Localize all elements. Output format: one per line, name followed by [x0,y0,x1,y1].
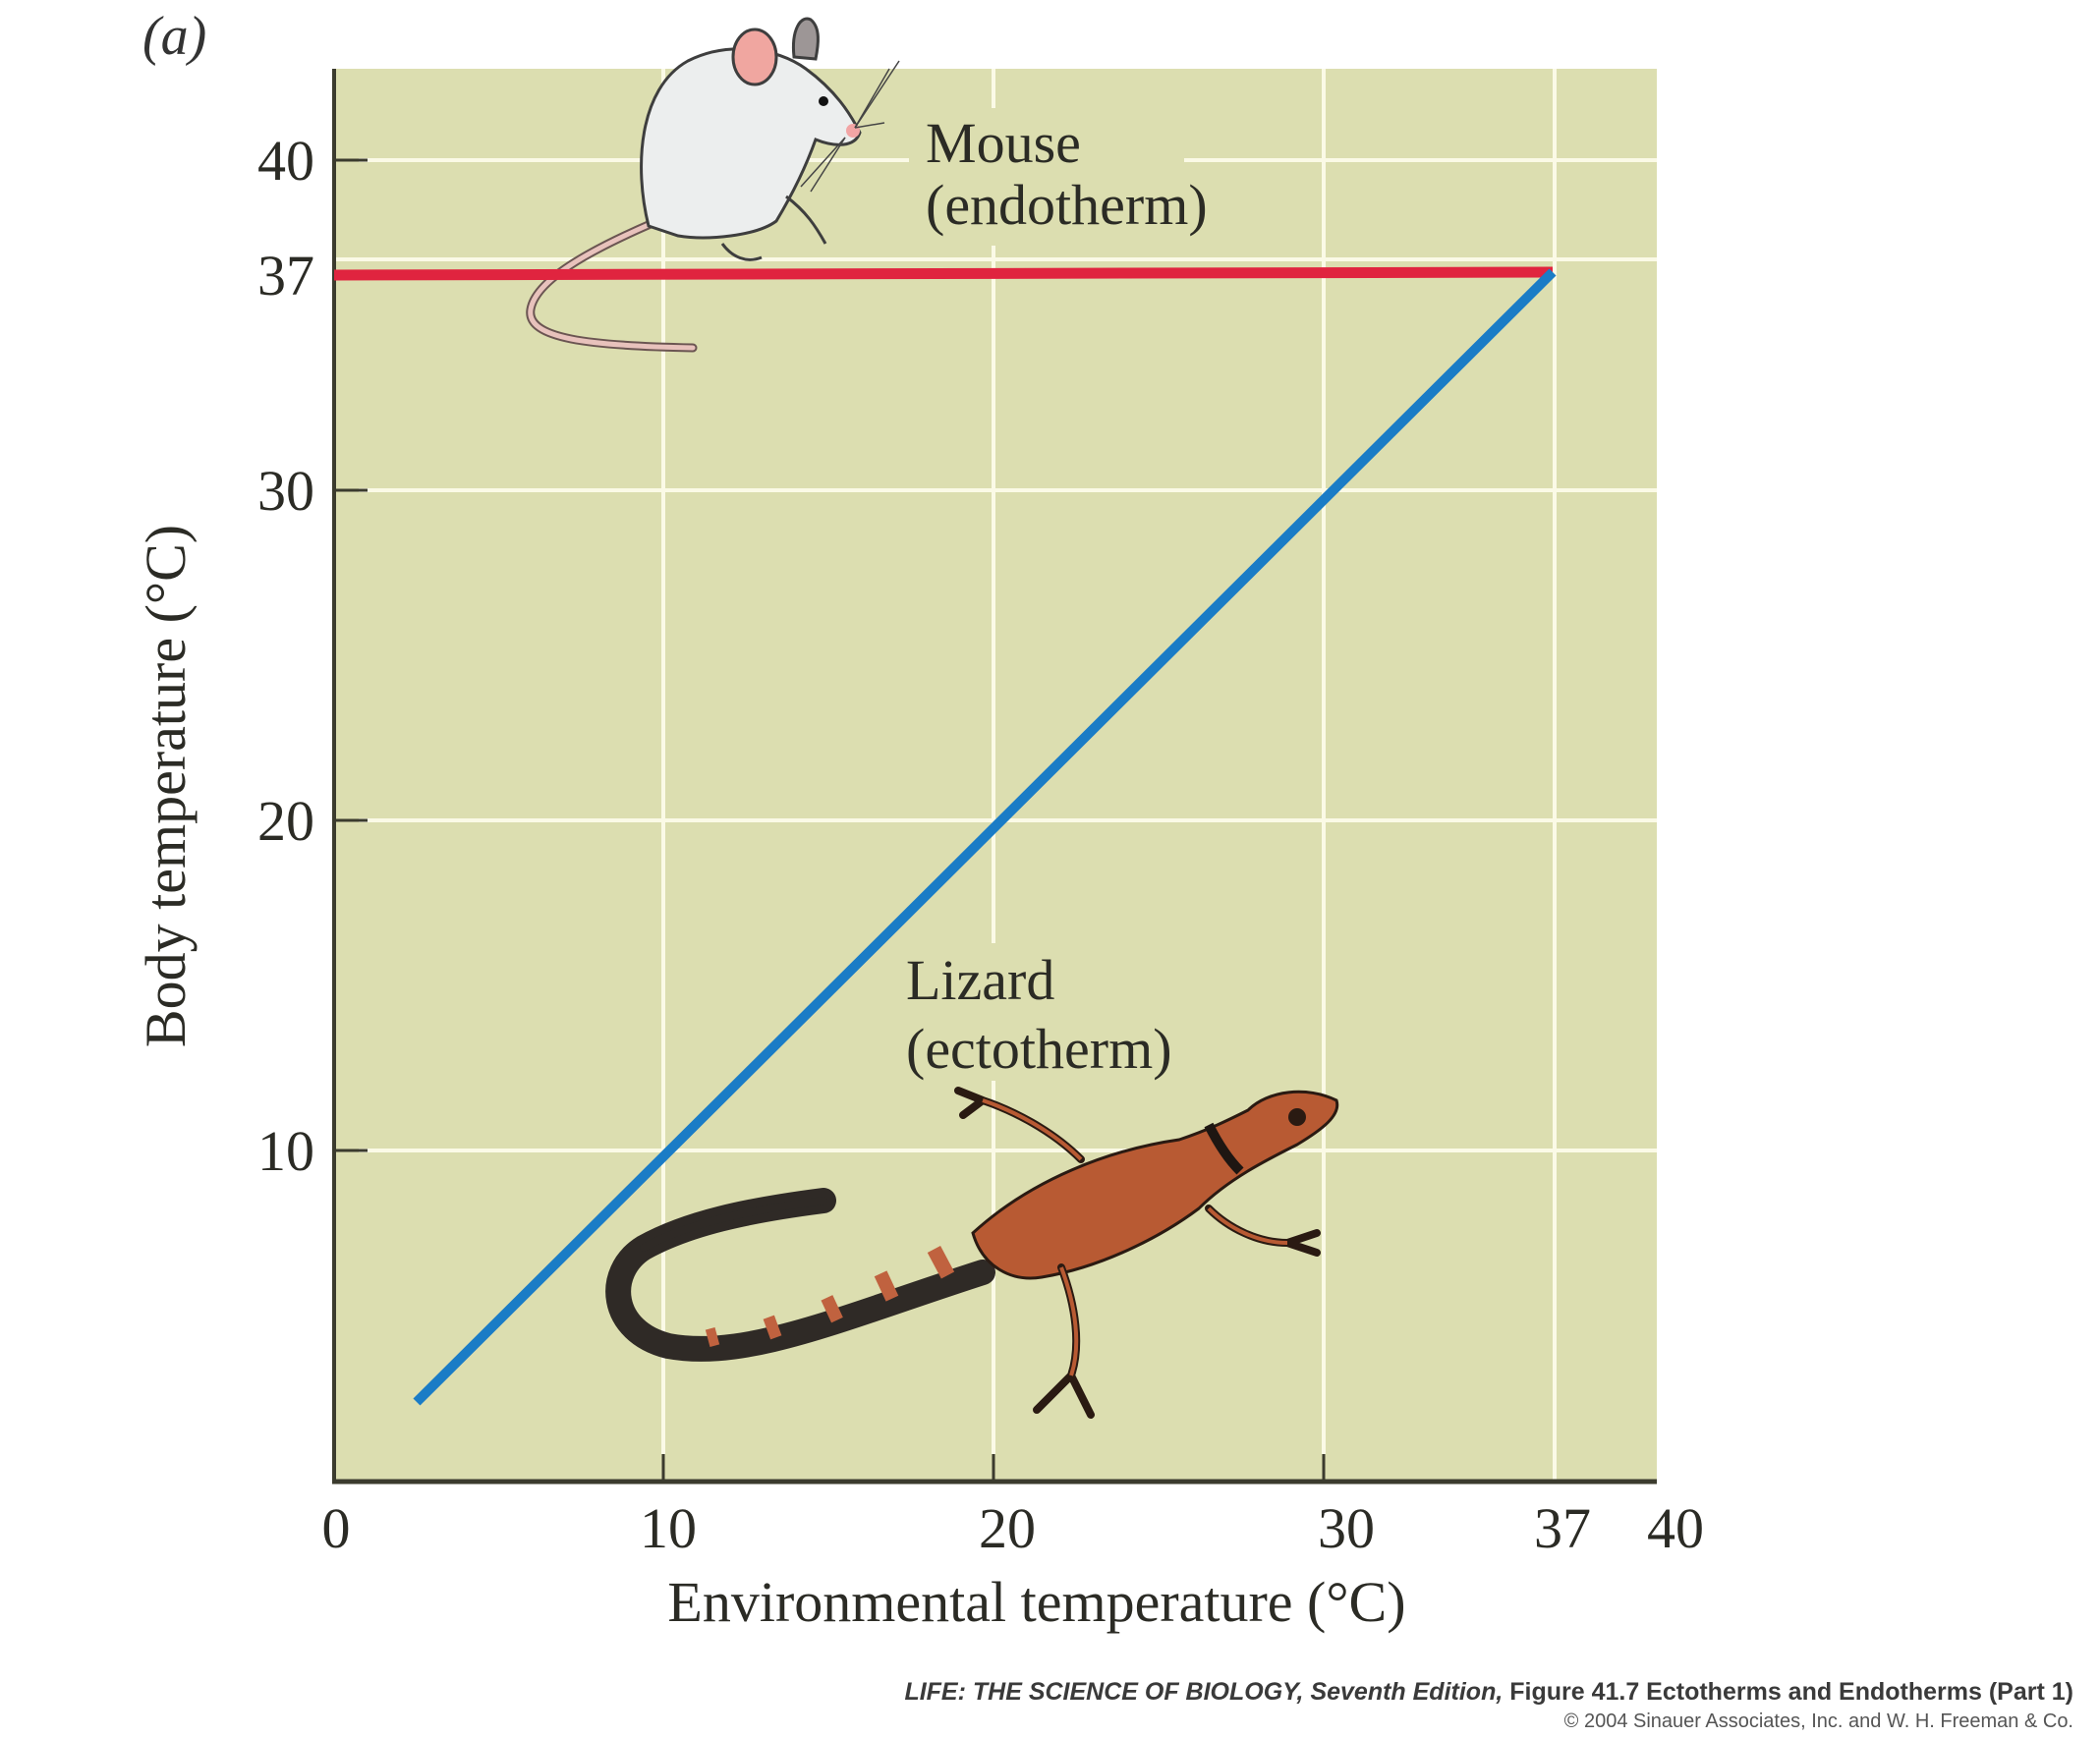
panel-label: (a) [142,6,206,67]
y-axis-title: Body temperature (°C) [134,525,198,1047]
y-tick-37: 37 [257,244,314,308]
mouse-illustration [526,17,900,353]
x-tick-40: 40 [1647,1496,1704,1560]
mouse-label-line1: Mouse [926,111,1081,175]
y-tick-30: 30 [257,459,314,523]
book-title: LIFE: THE SCIENCE OF BIOLOGY, Seventh Ed… [904,1678,1504,1706]
lizard-label-line2: (ectotherm) [906,1017,1172,1081]
gridlines [333,69,1657,1481]
x-axis-title: Environmental temperature (°C) [667,1570,1405,1634]
y-tick-10: 10 [257,1119,314,1183]
x-tick-0: 0 [322,1496,351,1560]
figure-title: Figure 41.7 Ectotherms and Endotherms (P… [1503,1678,2073,1706]
x-tick-30: 30 [1318,1496,1375,1560]
lizard-label-line1: Lizard [906,948,1054,1012]
lizard-series-line [413,268,1557,1406]
mouse-label-line2: (endotherm) [926,173,1208,237]
y-tick-40: 40 [257,129,314,193]
figure-source-caption: LIFE: THE SCIENCE OF BIOLOGY, Seventh Ed… [904,1678,2073,1707]
y-tick-20: 20 [257,789,314,853]
mouse-series-line [333,266,1554,281]
x-tick-37: 37 [1534,1496,1591,1560]
copyright-notice: © 2004 Sinauer Associates, Inc. and W. H… [1563,1710,2073,1732]
lizard-illustration [605,1087,1339,1419]
axes [332,69,1657,1485]
x-tick-10: 10 [640,1496,697,1560]
x-tick-20: 20 [979,1496,1036,1560]
